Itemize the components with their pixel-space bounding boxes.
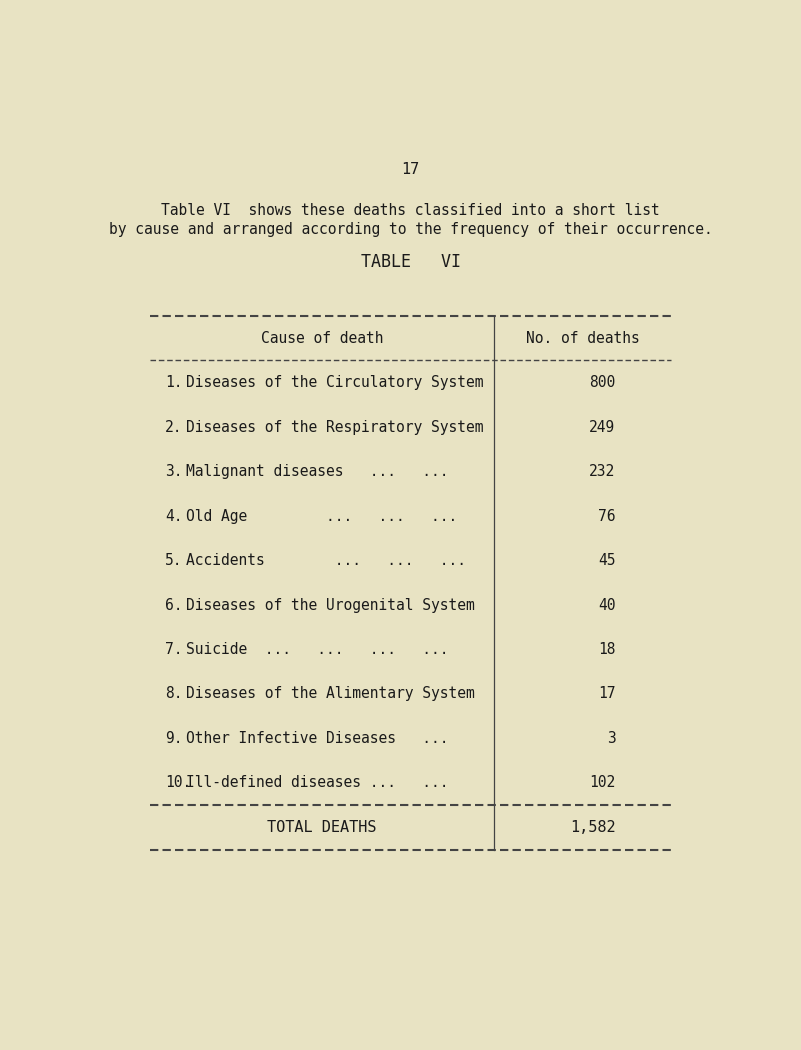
Text: 102: 102 [589, 775, 615, 791]
Text: Accidents        ...   ...   ...: Accidents ... ... ... [186, 553, 466, 568]
Text: Diseases of the Circulatory System: Diseases of the Circulatory System [186, 375, 483, 391]
Text: Diseases of the Urogenital System: Diseases of the Urogenital System [186, 597, 474, 612]
Text: 5.: 5. [165, 553, 183, 568]
Text: Table VI  shows these deaths classified into a short list: Table VI shows these deaths classified i… [161, 203, 660, 217]
Text: Cause of death: Cause of death [261, 331, 384, 345]
Text: 10.: 10. [165, 775, 191, 791]
Text: TOTAL DEATHS: TOTAL DEATHS [268, 820, 376, 835]
Text: 232: 232 [589, 464, 615, 479]
Text: 17: 17 [598, 687, 615, 701]
Text: 800: 800 [589, 375, 615, 391]
Text: Malignant diseases   ...   ...: Malignant diseases ... ... [186, 464, 449, 479]
Text: TABLE   VI: TABLE VI [360, 253, 461, 271]
Text: Old Age         ...   ...   ...: Old Age ... ... ... [186, 508, 457, 524]
Text: 1.: 1. [165, 375, 183, 391]
Text: 7.: 7. [165, 642, 183, 657]
Text: 17: 17 [401, 163, 420, 177]
Text: 18: 18 [598, 642, 615, 657]
Text: Suicide  ...   ...   ...   ...: Suicide ... ... ... ... [186, 642, 449, 657]
Text: 45: 45 [598, 553, 615, 568]
Text: Other Infective Diseases   ...: Other Infective Diseases ... [186, 731, 449, 746]
Text: 3.: 3. [165, 464, 183, 479]
Text: 3: 3 [606, 731, 615, 746]
Text: 9.: 9. [165, 731, 183, 746]
Text: No. of deaths: No. of deaths [526, 331, 640, 345]
Text: 2.: 2. [165, 420, 183, 435]
Text: 249: 249 [589, 420, 615, 435]
Text: 40: 40 [598, 597, 615, 612]
Text: 8.: 8. [165, 687, 183, 701]
Text: Ill-defined diseases ...   ...: Ill-defined diseases ... ... [186, 775, 449, 791]
Text: 6.: 6. [165, 597, 183, 612]
Text: by cause and arranged according to the frequency of their occurrence.: by cause and arranged according to the f… [109, 223, 712, 237]
Text: Diseases of the Alimentary System: Diseases of the Alimentary System [186, 687, 474, 701]
Text: Diseases of the Respiratory System: Diseases of the Respiratory System [186, 420, 483, 435]
Text: 1,582: 1,582 [570, 820, 615, 835]
Text: 4.: 4. [165, 508, 183, 524]
Text: 76: 76 [598, 508, 615, 524]
